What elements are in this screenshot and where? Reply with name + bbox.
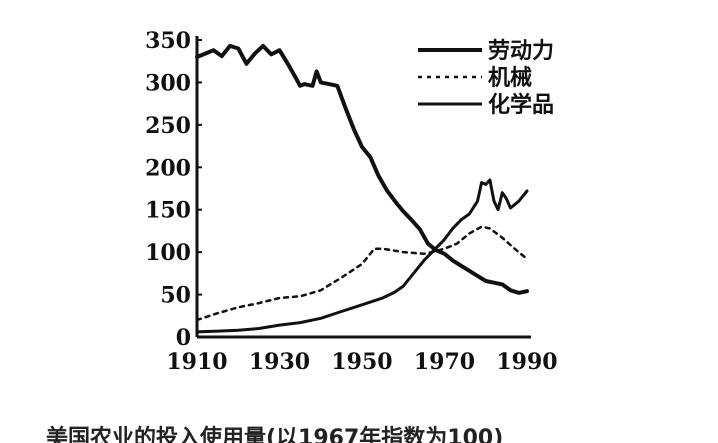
y-tick-label: 350 <box>145 28 191 54</box>
legend-label-1: 机械 <box>488 66 532 91</box>
series-layer <box>195 43 529 334</box>
tick-labels: 0 50 100 150 200 250 300 350 1910 1930 1950 1970 199… <box>145 28 558 375</box>
legend-label-2: 化学品 <box>488 92 554 118</box>
y-tick-label: 300 <box>145 70 191 96</box>
x-tick-label: 1910 <box>166 349 227 375</box>
x-tick-label: 1930 <box>249 349 310 375</box>
y-tick-label: 100 <box>145 240 191 266</box>
y-tick-label: 150 <box>145 198 191 224</box>
x-tick-label: 1990 <box>496 349 557 375</box>
series-line-0 <box>195 43 529 295</box>
line-chart: 0 50 100 150 200 250 300 350 1910 1930 1950 1970 199… <box>145 28 558 375</box>
series-line-2 <box>195 178 529 334</box>
x-tick-label: 1950 <box>331 349 392 375</box>
y-tick-label: 200 <box>145 155 191 181</box>
series-line-1 <box>195 225 529 322</box>
legend-label-0: 劳动力 <box>488 38 554 64</box>
chart-axes <box>195 36 531 339</box>
y-tick-label: 250 <box>145 113 191 139</box>
y-tick-label: 0 <box>176 325 191 351</box>
x-tick-label: 1970 <box>414 349 475 375</box>
chart-caption: 美国农业的投入使用量(以1967年指数为100) <box>46 426 504 443</box>
y-tick-label: 50 <box>160 283 191 309</box>
